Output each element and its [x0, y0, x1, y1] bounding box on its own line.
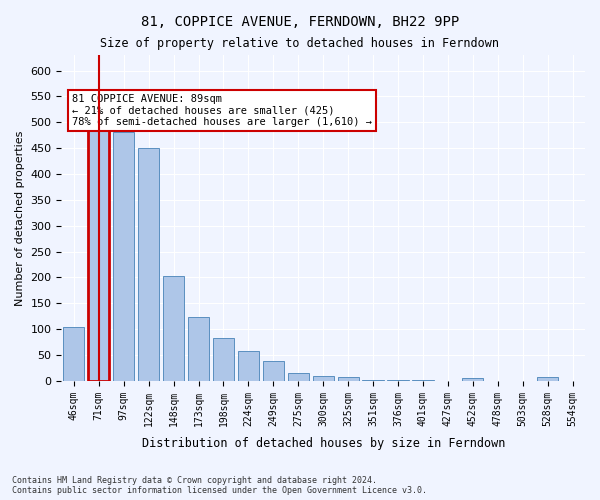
Bar — [63, 326, 85, 381]
Bar — [287, 373, 309, 381]
Bar — [412, 380, 434, 381]
Text: 81, COPPICE AVENUE, FERNDOWN, BH22 9PP: 81, COPPICE AVENUE, FERNDOWN, BH22 9PP — [141, 15, 459, 29]
Bar — [163, 276, 184, 381]
Bar — [213, 338, 234, 381]
Bar — [188, 318, 209, 381]
Bar — [88, 130, 109, 381]
Bar — [138, 148, 159, 381]
Bar — [462, 378, 484, 381]
Bar — [537, 377, 558, 381]
Bar — [238, 352, 259, 381]
Bar — [388, 380, 409, 381]
Text: Contains HM Land Registry data © Crown copyright and database right 2024.
Contai: Contains HM Land Registry data © Crown c… — [12, 476, 427, 495]
Text: Size of property relative to detached houses in Ferndown: Size of property relative to detached ho… — [101, 38, 499, 51]
Text: 81 COPPICE AVENUE: 89sqm
← 21% of detached houses are smaller (425)
78% of semi-: 81 COPPICE AVENUE: 89sqm ← 21% of detach… — [72, 94, 372, 128]
Bar — [338, 377, 359, 381]
Bar — [263, 362, 284, 381]
X-axis label: Distribution of detached houses by size in Ferndown: Distribution of detached houses by size … — [142, 437, 505, 450]
Bar — [313, 376, 334, 381]
Bar — [362, 380, 383, 381]
Y-axis label: Number of detached properties: Number of detached properties — [15, 130, 25, 306]
Bar — [113, 132, 134, 381]
